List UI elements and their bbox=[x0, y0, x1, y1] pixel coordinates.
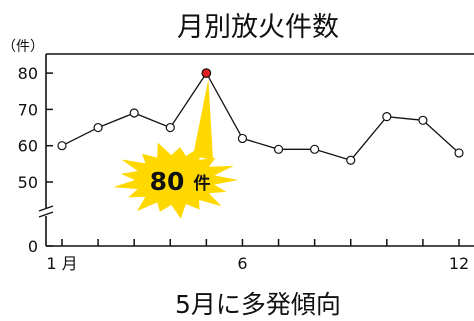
series-line bbox=[61, 71, 460, 161]
data-point bbox=[93, 122, 103, 133]
data-point bbox=[129, 108, 139, 118]
callout-burst bbox=[113, 142, 238, 219]
y-tick-label: 80 bbox=[18, 64, 38, 83]
axis-break-gap bbox=[39, 208, 53, 216]
tick-layer: 0 50 60 70 80 1 月 6 12 bbox=[18, 64, 470, 273]
data-point bbox=[237, 133, 248, 144]
data-point bbox=[165, 122, 175, 133]
data-point bbox=[273, 144, 284, 154]
data-point bbox=[382, 112, 392, 122]
data-point bbox=[310, 144, 320, 154]
chart-caption: 5月に多発傾向 bbox=[175, 290, 341, 319]
series-layer bbox=[57, 68, 464, 165]
x-tick-label: 1 月 bbox=[46, 254, 77, 273]
y-tick-label: 70 bbox=[18, 100, 38, 119]
data-point bbox=[346, 155, 356, 165]
x-tick-label: 12 bbox=[449, 254, 469, 273]
y-tick-label: 60 bbox=[18, 137, 38, 156]
axis-break-mark bbox=[38, 211, 54, 218]
callout-value-label: 80 bbox=[150, 167, 185, 196]
data-point bbox=[57, 141, 67, 151]
y-tick-label: 0 bbox=[28, 237, 38, 256]
data-point bbox=[454, 148, 464, 158]
x-tick-label: 6 bbox=[237, 254, 247, 273]
highlight-point bbox=[201, 68, 212, 78]
y-tick-label: 50 bbox=[18, 173, 38, 192]
y-axis-unit: （件） bbox=[2, 39, 44, 55]
callout-layer: 80 件 bbox=[113, 79, 238, 219]
callout-pointer bbox=[193, 79, 213, 160]
axis-break-mark bbox=[38, 205, 54, 212]
chart-title: 月別放火件数 bbox=[177, 12, 339, 43]
callout-unit-label: 件 bbox=[194, 173, 211, 194]
data-point bbox=[418, 115, 428, 125]
chart-axes bbox=[38, 53, 474, 247]
